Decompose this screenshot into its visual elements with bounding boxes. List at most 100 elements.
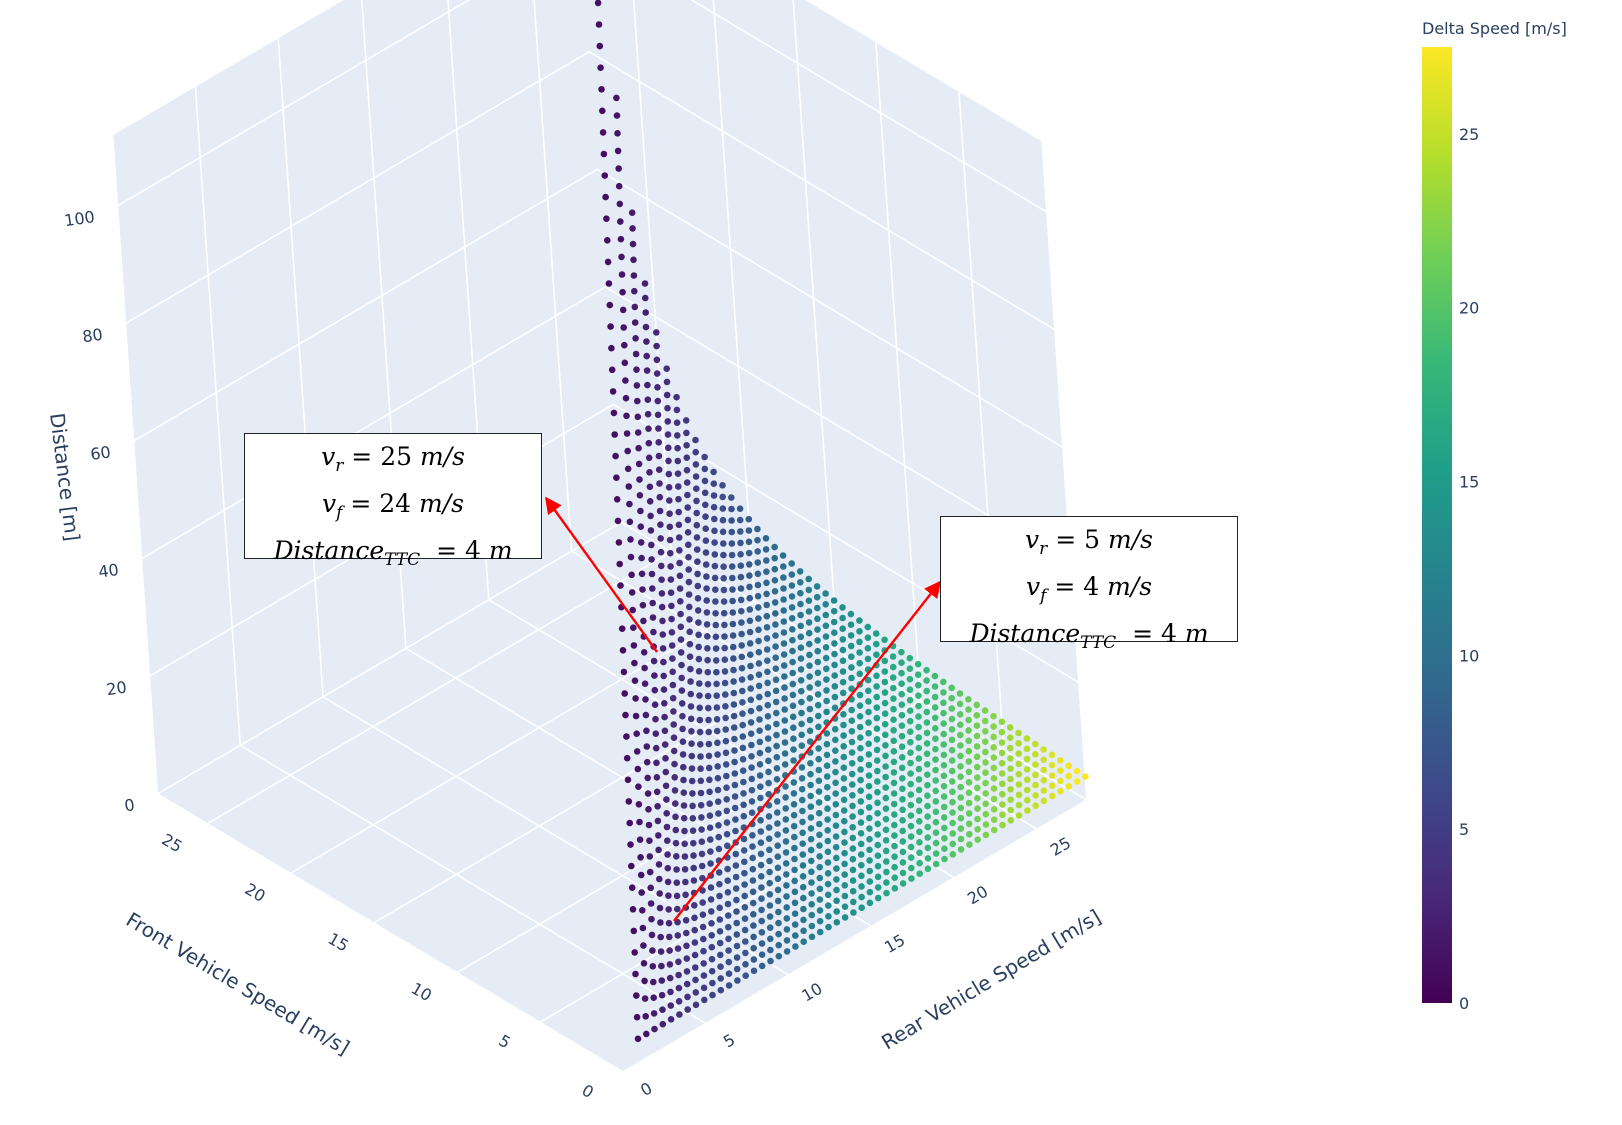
data-point (956, 690, 964, 697)
data-point (754, 592, 762, 600)
data-point (637, 539, 645, 546)
data-point (647, 900, 655, 907)
data-point (754, 536, 761, 544)
data-point (677, 623, 685, 631)
data-point (713, 680, 720, 688)
data-point (644, 790, 652, 797)
data-point (634, 765, 642, 773)
data-point (728, 528, 736, 536)
data-point (731, 747, 738, 754)
data-point (747, 719, 755, 726)
data-point (781, 739, 789, 746)
data-point (824, 816, 831, 823)
data-point (857, 755, 864, 763)
data-point (774, 886, 782, 894)
data-point (732, 885, 740, 892)
data-point (643, 352, 650, 360)
data-point (754, 570, 762, 578)
data-point (723, 830, 731, 838)
data-point (745, 549, 753, 557)
data-point (754, 525, 761, 533)
data-point (673, 866, 680, 873)
data-point (907, 738, 914, 746)
data-point (773, 709, 780, 717)
data-point (748, 753, 755, 760)
data-point (890, 716, 897, 723)
data-point (696, 692, 703, 699)
data-point (757, 861, 765, 869)
data-point (732, 850, 740, 858)
data-point (849, 855, 857, 863)
data-point (644, 396, 652, 404)
data-point (646, 498, 654, 505)
annotation-right-vf: 4 (1083, 572, 1100, 601)
data-point (748, 809, 756, 816)
data-point (815, 777, 823, 785)
data-point (857, 766, 864, 773)
data-point (599, 129, 607, 136)
data-point (865, 761, 873, 769)
data-point (705, 704, 712, 712)
data-point (641, 977, 648, 985)
data-point (998, 718, 1006, 726)
data-point (750, 956, 758, 963)
data-point (657, 548, 665, 556)
data-point (839, 625, 846, 632)
data-point (641, 664, 648, 672)
data-point (649, 947, 656, 954)
data-point (965, 779, 973, 786)
data-point (864, 623, 872, 631)
data-point (615, 165, 622, 172)
data-point (719, 516, 727, 524)
grid-edge (1041, 141, 1088, 801)
data-point (808, 868, 815, 876)
data-point (890, 800, 898, 808)
data-point (772, 687, 780, 695)
data-point (716, 916, 724, 923)
data-point (696, 680, 703, 687)
data-point (882, 815, 890, 823)
data-point (874, 852, 882, 859)
data-point (823, 665, 830, 673)
data-point (825, 902, 832, 909)
data-point (974, 826, 981, 833)
data-point (644, 410, 652, 418)
data-point (721, 656, 729, 663)
data-point (815, 755, 822, 763)
data-point (973, 753, 981, 761)
data-point (915, 681, 922, 689)
data-point (1023, 755, 1031, 763)
data-point (1065, 772, 1072, 780)
data-point (685, 541, 692, 549)
data-point (998, 749, 1006, 757)
data-point (865, 772, 873, 779)
data-point (788, 593, 796, 600)
data-point (1073, 767, 1081, 775)
data-point (940, 678, 947, 686)
data-point (790, 779, 798, 786)
data-point (704, 633, 711, 640)
data-point (790, 790, 798, 797)
data-point (700, 935, 707, 943)
data-point (1023, 776, 1031, 783)
data-point (722, 761, 730, 768)
data-point (721, 633, 728, 640)
data-point (687, 703, 695, 710)
rear-speed-axis-title: Rear Vehicle Speed [m/s] (877, 904, 1105, 1054)
data-point (857, 744, 864, 752)
data-point (998, 728, 1006, 736)
data-point (675, 958, 682, 966)
data-point (806, 705, 814, 713)
data-point (636, 836, 644, 843)
data-point (957, 783, 964, 791)
data-point (881, 636, 888, 644)
data-point (856, 691, 864, 699)
data-point (732, 827, 739, 835)
data-point (924, 813, 931, 820)
data-point (691, 939, 699, 946)
data-point (948, 694, 955, 702)
data-point (1015, 760, 1023, 768)
data-point (594, 0, 602, 7)
data-point (1065, 762, 1072, 770)
data-point (841, 871, 848, 878)
